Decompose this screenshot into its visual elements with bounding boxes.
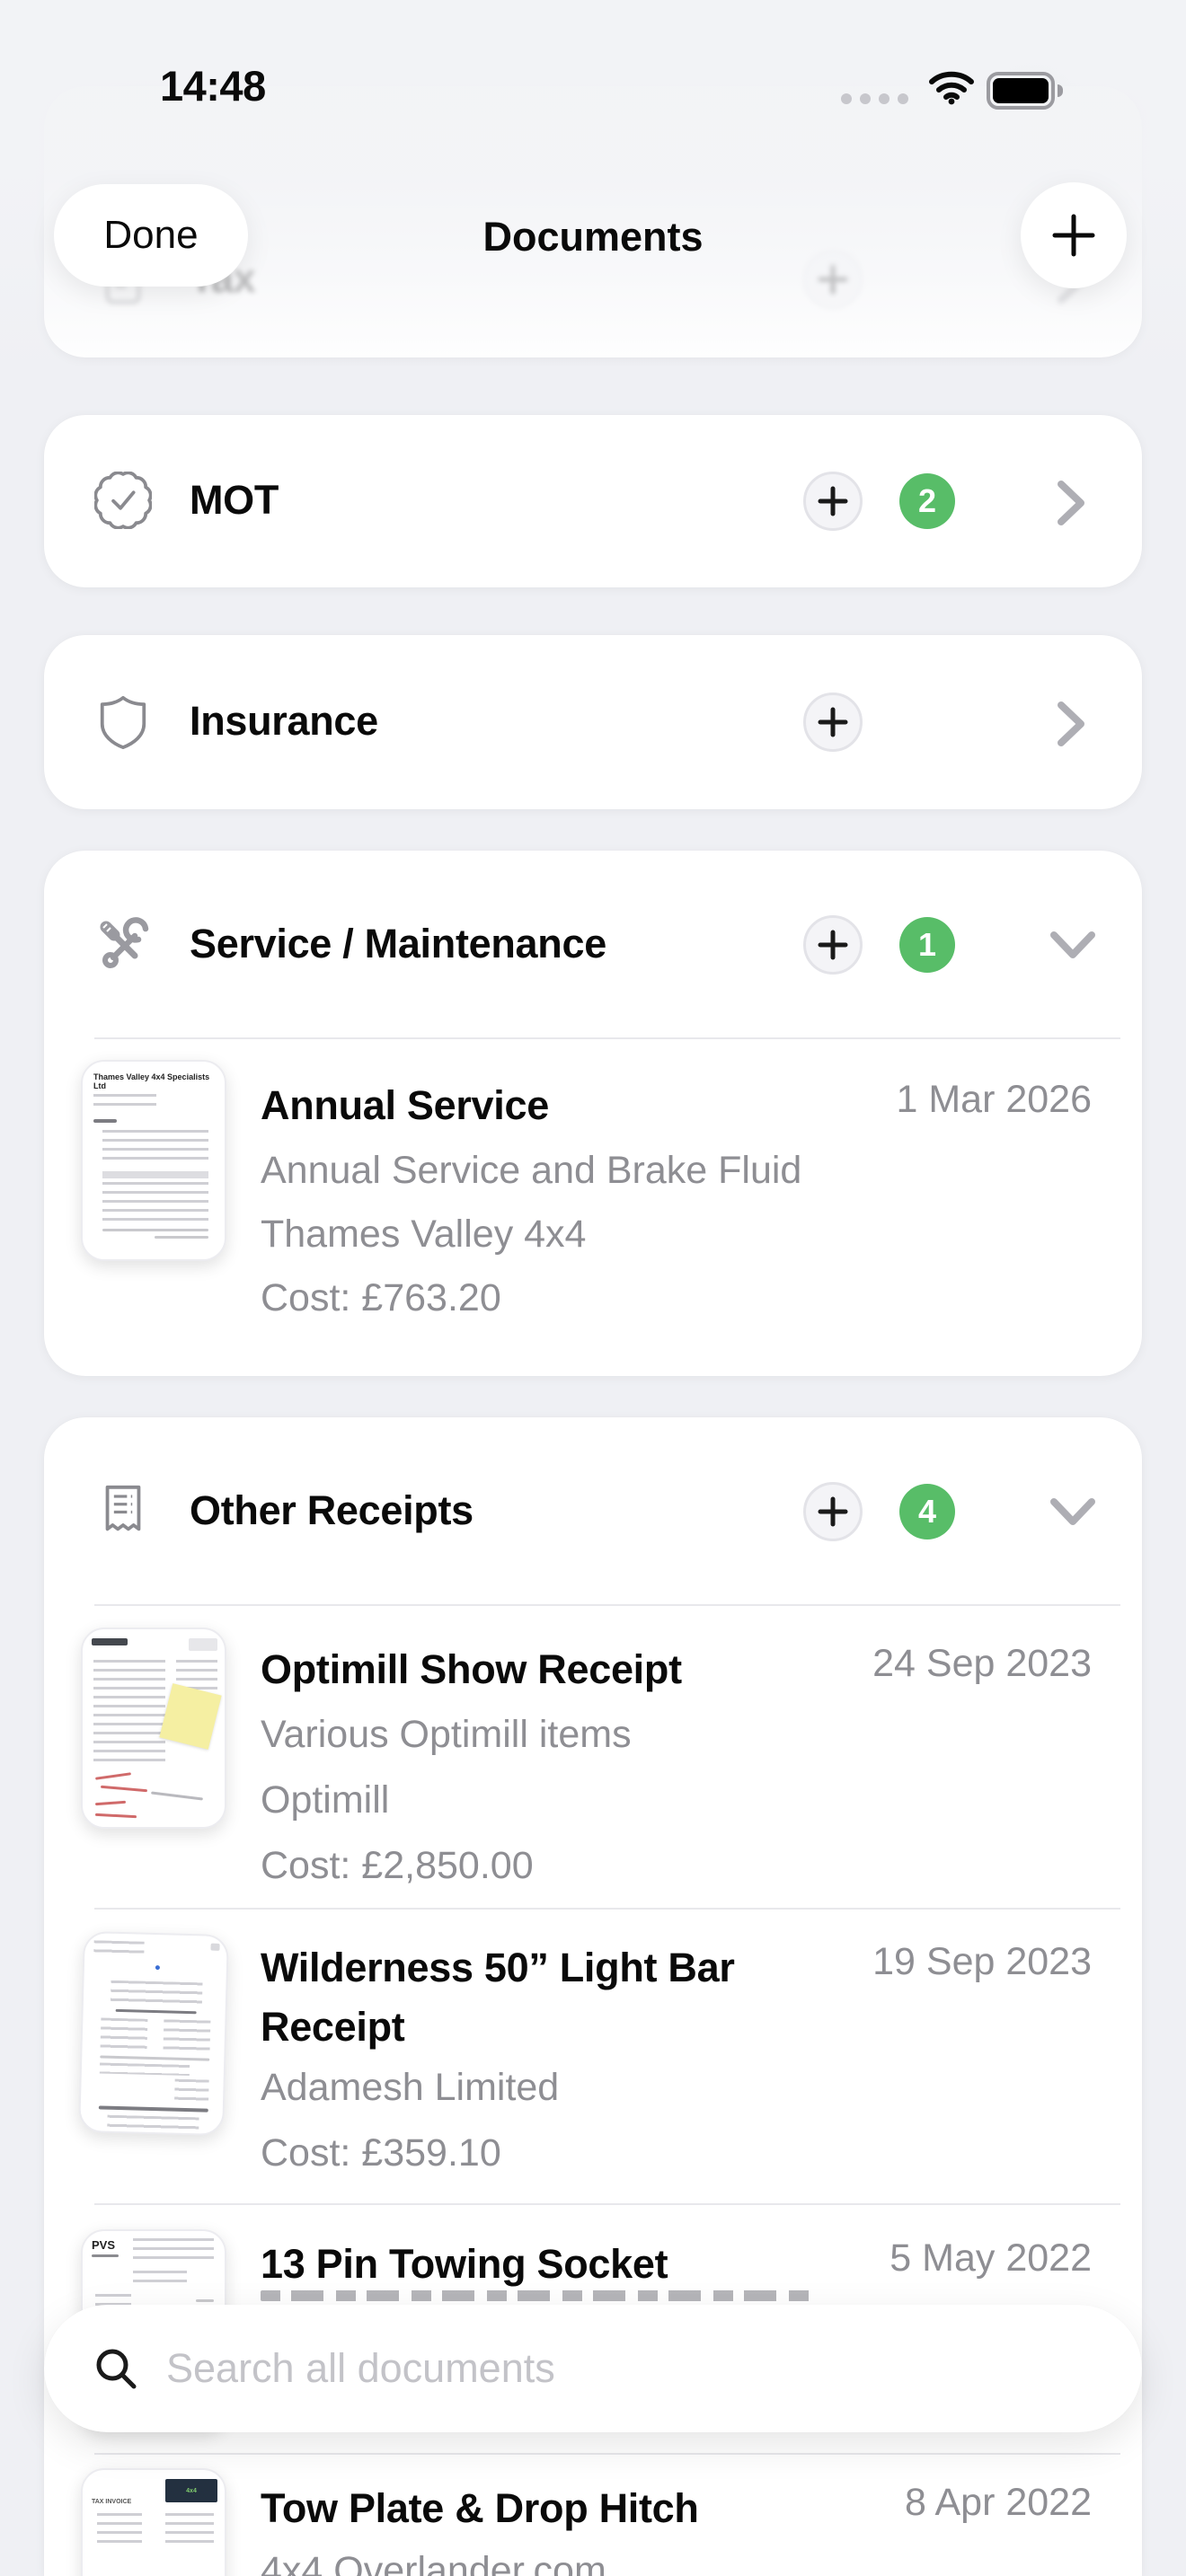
document-vendor: Optimill: [261, 1778, 390, 1822]
document-title: Optimill Show Receipt: [261, 1646, 682, 1692]
category-row-service[interactable]: Service / Maintenance 1: [44, 878, 1142, 1012]
category-row-insurance[interactable]: Insurance: [44, 655, 1142, 790]
document-date: 24 Sep 2023: [872, 1642, 1092, 1685]
document-cost: Cost: £2,850.00: [261, 1844, 534, 1887]
divider: [94, 2453, 1120, 2455]
count-badge: 2: [899, 473, 955, 529]
thumbnail-logo: 4x4: [165, 2479, 217, 2502]
divider: [94, 2203, 1120, 2205]
document-title: Tow Plate & Drop Hitch: [261, 2485, 699, 2531]
receipt-thumbnail: [78, 1930, 229, 2137]
category-card-insurance: Insurance: [44, 635, 1142, 809]
document-date: 8 Apr 2022: [904, 2481, 1092, 2524]
status-bar: 14:48: [0, 0, 1186, 144]
count-badge: 4: [899, 1484, 955, 1539]
count-badge: 1: [899, 917, 955, 973]
shield-icon: [94, 693, 152, 750]
category-card-mot: MOT 2: [44, 415, 1142, 587]
document-date: 19 Sep 2023: [872, 1940, 1092, 1983]
category-label: MOT: [190, 477, 279, 523]
plus-icon: [1049, 211, 1098, 260]
document-title: 13 Pin Towing Socket: [261, 2241, 668, 2287]
document-date: 5 May 2022: [890, 2236, 1092, 2280]
tools-icon: [94, 915, 152, 973]
thumbnail-logo: PVS: [92, 2238, 116, 2252]
add-category-button[interactable]: [1021, 182, 1127, 288]
category-label: Insurance: [190, 698, 378, 744]
document-title: Annual Service: [261, 1082, 549, 1128]
document-cost: Cost: £763.20: [261, 1276, 501, 1319]
invoice-thumbnail: Thames Valley 4x4 Specialists Ltd: [81, 1060, 226, 1261]
invoice-thumbnail: 4x4 TAX INVOICE: [81, 2468, 226, 2576]
search-placeholder: Search all documents: [166, 2345, 555, 2391]
search-bar[interactable]: Search all documents: [44, 2305, 1142, 2432]
add-document-button[interactable]: [803, 915, 863, 975]
add-document-button[interactable]: [803, 1482, 863, 1541]
document-date: 1 Mar 2026: [896, 1078, 1092, 1121]
category-label: Service / Maintenance: [190, 921, 606, 966]
add-document-button[interactable]: [803, 472, 863, 531]
wifi-icon: [927, 70, 976, 106]
document-description: Various Optimill items: [261, 1713, 632, 1756]
category-row-mot[interactable]: MOT 2: [44, 434, 1142, 569]
chevron-right-icon: [1056, 477, 1086, 529]
clock-time: 14:48: [160, 62, 266, 110]
receipt-thumbnail: [81, 1628, 226, 1829]
document-vendor: Adamesh Limited: [261, 2066, 560, 2109]
page-title: Documents: [482, 214, 704, 260]
category-row-other-receipts[interactable]: Other Receipts 4: [44, 1444, 1142, 1579]
divider: [94, 1037, 1120, 1039]
search-icon: [91, 2343, 141, 2394]
chevron-down-icon[interactable]: [1047, 1496, 1099, 1531]
category-card-service: Service / Maintenance 1 Thames Valley 4x…: [44, 851, 1142, 1376]
document-description: Annual Service and Brake Fluid: [261, 1149, 802, 1192]
divider: [94, 1604, 1120, 1606]
thumbnail-label: TAX INVOICE: [92, 2499, 132, 2505]
chevron-down-icon[interactable]: [1047, 930, 1099, 964]
receipt-icon: [94, 1482, 152, 1539]
divider: [94, 1908, 1120, 1910]
document-vendor: 4x4 Overlander.com: [261, 2549, 606, 2576]
thumbnail-heading: Thames Valley 4x4 Specialists Ltd: [93, 1072, 210, 1090]
cellular-signal-icon: [841, 93, 908, 104]
add-document-button[interactable]: [803, 693, 863, 752]
battery-icon: [987, 72, 1063, 110]
occluded-description-line: [261, 2290, 818, 2301]
document-vendor: Thames Valley 4x4: [261, 1213, 587, 1256]
category-label: Other Receipts: [190, 1487, 474, 1533]
document-title: Wilderness 50” Light Bar Receipt: [261, 1945, 735, 2050]
chevron-right-icon: [1056, 698, 1086, 750]
seal-check-icon: [94, 472, 152, 529]
document-cost: Cost: £359.10: [261, 2131, 501, 2175]
